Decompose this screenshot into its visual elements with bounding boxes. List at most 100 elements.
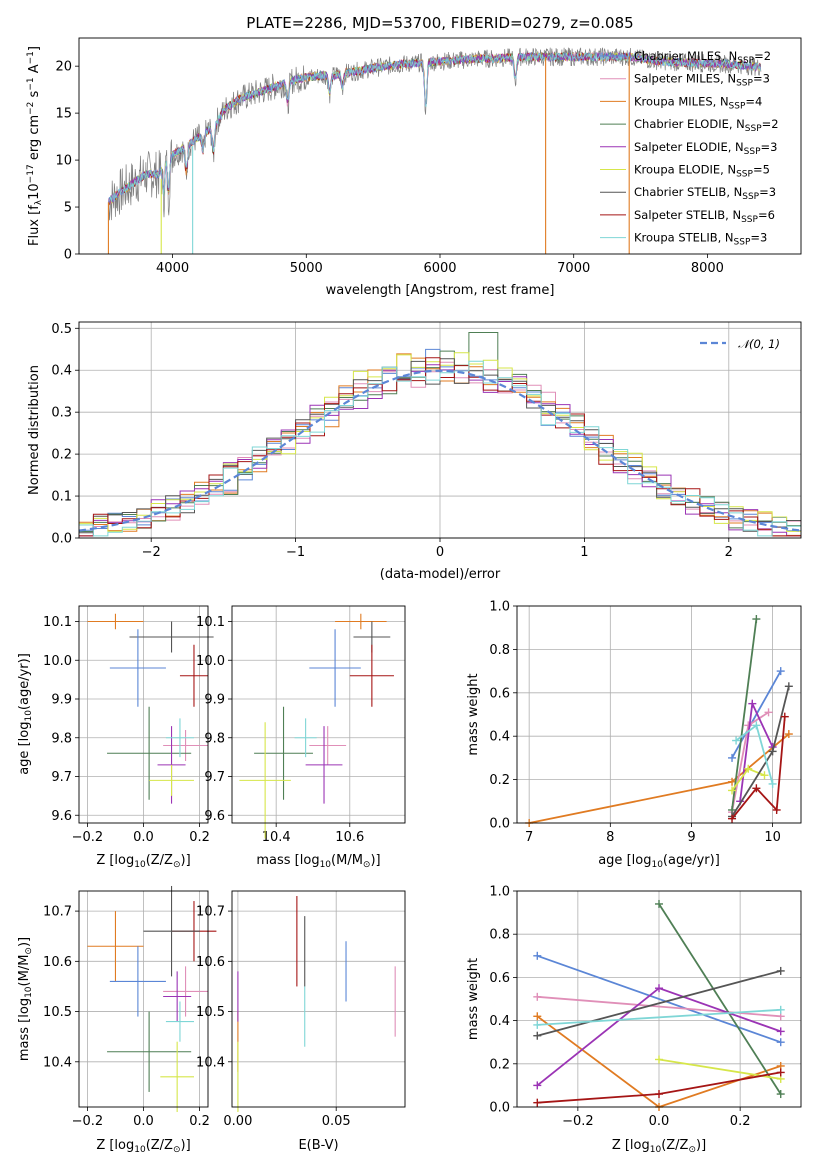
x-tick-label: 7 — [525, 830, 533, 845]
y-tick-label: 10.0 — [196, 654, 225, 669]
normal-curve — [78, 369, 802, 532]
y-tick-label: 9.9 — [51, 693, 72, 708]
x-tick-label: 8000 — [691, 261, 724, 276]
y-tick-label: 9.7 — [51, 770, 72, 785]
y-tick-label: 20 — [55, 60, 72, 75]
legend-entry: Chabrier MILES, NSSP=2 — [634, 49, 771, 66]
y-tick-label: 1.0 — [489, 600, 510, 615]
y-tick-label: 0.2 — [489, 1057, 510, 1072]
x-tick-label: −0.2 — [562, 1114, 594, 1129]
x-axis-label: Z [log10(Z/Z⊙)] — [96, 853, 190, 870]
y-tick-label: 9.6 — [204, 809, 225, 824]
x-tick-label: 0.0 — [133, 830, 154, 845]
x-tick-label: 0.0 — [133, 1114, 154, 1129]
y-tick-label: 9.9 — [204, 693, 225, 708]
y-axis-label: mass weight — [466, 958, 481, 1040]
legend-entry: Kroupa STELIB, NSSP=3 — [634, 231, 767, 248]
x-tick-label: 1 — [580, 545, 588, 560]
y-tick-label: 0.8 — [489, 643, 510, 658]
y-tick-label: 0.2 — [489, 773, 510, 788]
series-line — [537, 970, 781, 1037]
x-tick-label: 2 — [725, 545, 733, 560]
legend-entry: Chabrier STELIB, NSSP=3 — [634, 185, 776, 202]
x-tick-label: 6000 — [423, 261, 456, 276]
x-tick-label: 9 — [687, 830, 695, 845]
spectrum-axes: 4000 5000 6000 7000 8000 0 5 10 15 20 Chabrier MIL… — [26, 37, 802, 298]
age_vs_Z-axes: −0.2 0.0 0.2 9.6 9.7 9.8 9.9 10.0 10.1 Z [log10(Z… — [17, 605, 214, 870]
x-tick-label: −1 — [286, 545, 305, 560]
axes-frame — [516, 605, 802, 824]
x-tick-label: 0.0 — [649, 1114, 670, 1129]
y-tick-label: 10.4 — [43, 1055, 72, 1070]
x-tick-label: 0 — [436, 545, 444, 560]
x-tick-label: 10 — [764, 830, 781, 845]
legend-entry: 𝒩(0, 1) — [738, 337, 780, 351]
y-tick-label: 10.5 — [43, 1005, 72, 1020]
y-tick-label: 10.0 — [43, 654, 72, 669]
x-tick-label: 0.2 — [730, 1114, 751, 1129]
axes-frame — [78, 321, 802, 539]
y-tick-label: 0.0 — [489, 817, 510, 832]
y-tick-label: 0.1 — [51, 490, 72, 505]
series-line — [537, 1008, 781, 1026]
y-tick-label: 0.2 — [51, 448, 72, 463]
y-axis-label: age [log10(age/yr)] — [17, 653, 34, 775]
x-tick-label: 0.00 — [223, 1114, 252, 1129]
y-tick-label: 10.1 — [43, 615, 72, 630]
legend-entry: Salpeter STELIB, NSSP=6 — [634, 208, 775, 225]
y-tick-label: 5 — [64, 201, 72, 216]
axes-frame — [78, 37, 802, 255]
x-axis-label: mass [log10(M/M⊙)] — [256, 853, 380, 870]
axes-frame — [516, 890, 802, 1108]
y-tick-label: 10 — [55, 154, 72, 169]
y-tick-label: 0.0 — [489, 1101, 510, 1116]
y-tick-label: 10.7 — [43, 905, 72, 920]
y-tick-label: 10.6 — [196, 955, 225, 970]
x-tick-label: 0.2 — [189, 1114, 210, 1129]
x-axis-label: wavelength [Angstrom, rest frame] — [326, 283, 555, 298]
series-line — [536, 954, 782, 1044]
y-tick-label: 10.5 — [196, 1005, 225, 1020]
series-line — [731, 716, 786, 820]
spectrum-model-line — [108, 51, 761, 206]
y-tick-label: 9.8 — [204, 731, 225, 746]
y-axis-label: mass [log10(M/M⊙)] — [17, 937, 34, 1061]
x-tick-label: −0.2 — [72, 830, 104, 845]
y-tick-label: 10.4 — [196, 1055, 225, 1070]
y-tick-label: 9.7 — [204, 770, 225, 785]
x-axis-label: Z [log10(Z/Z⊙)] — [96, 1138, 190, 1155]
residuals-axes: −2 −1 0 1 2 0.0 0.1 0.2 0.3 0.4 0.5 𝒩(0, 1) (data-mo… — [27, 321, 802, 582]
x-tick-label: 0.2 — [189, 830, 210, 845]
weight_vs_Z-axes: −0.2 0.0 0.2 0.0 0.2 0.4 0.6 0.8 1.0 mass weight Z… — [466, 885, 802, 1155]
x-axis-label: age [log10(age/yr)] — [598, 853, 720, 870]
y-tick-label: 0 — [64, 248, 72, 263]
y-tick-label: 0.4 — [51, 364, 72, 379]
y-tick-label: 10.7 — [196, 905, 225, 920]
axes-frame — [231, 605, 406, 824]
x-tick-label: 10.6 — [335, 830, 364, 845]
axes-frame — [231, 890, 406, 1108]
legend-entry: Kroupa MILES, NSSP=4 — [634, 94, 762, 111]
mass_vs_Z-axes: −0.2 0.0 0.2 10.4 10.5 10.6 10.7 Z [log10(Z/Z⊙)… — [17, 885, 217, 1155]
series-line — [529, 733, 790, 824]
x-tick-label: 8 — [606, 830, 614, 845]
y-axis-label: Normed distribution — [27, 365, 42, 495]
legend-entry: Kroupa ELODIE, NSSP=5 — [634, 163, 770, 180]
y-axis-label: mass weight — [466, 673, 481, 755]
y-tick-label: 0.8 — [489, 928, 510, 943]
y-tick-label: 1.0 — [489, 885, 510, 900]
weight_vs_age-axes: 7 8 9 10 0.0 0.2 0.4 0.6 0.8 1.0 mass weight age [l… — [466, 600, 802, 870]
axes-frame — [78, 605, 209, 824]
histogram-step — [79, 360, 801, 537]
legend-entry: Salpeter MILES, NSSP=3 — [634, 72, 770, 89]
mass_vs_ebv-axes: 0.00 0.05 10.4 10.5 10.6 10.7 E(B-V) — [196, 890, 406, 1153]
y-axis-label: Flux [fλ10−17 erg cm−2 s−1 A−1] — [26, 46, 44, 246]
axes-frame — [78, 890, 209, 1108]
x-axis-label: (data-model)/error — [380, 567, 501, 582]
y-tick-label: 9.6 — [51, 809, 72, 824]
y-tick-label: 0.3 — [51, 406, 72, 421]
figure-title: PLATE=2286, MJD=53700, FIBERID=0279, z=0… — [246, 14, 633, 32]
series-line — [731, 618, 758, 811]
